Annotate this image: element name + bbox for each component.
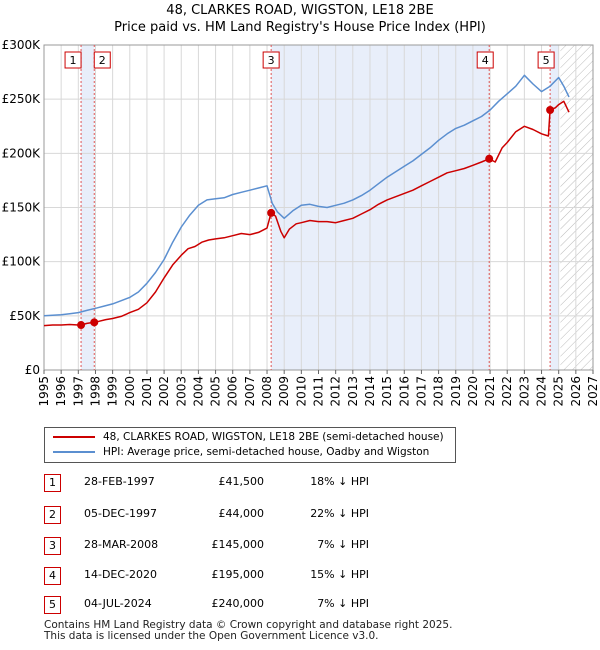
footer-attribution: Contains HM Land Registry data © Crown c… (44, 620, 452, 642)
sale-point (90, 318, 99, 327)
x-tick-label: 2017 (414, 376, 428, 407)
x-tick-label: 1995 (37, 376, 51, 407)
x-tick-label: 2008 (260, 376, 274, 407)
x-tick-label: 2011 (312, 376, 326, 407)
sale-number-badge: 3 (44, 537, 61, 555)
sale-number-badge: 4 (44, 567, 61, 585)
sale-point (485, 154, 494, 163)
x-tick-label: 1997 (71, 376, 85, 407)
y-tick-label: £100K (2, 255, 42, 269)
chart-legend: 48, CLARKES ROAD, WIGSTON, LE18 2BE (sem… (44, 427, 456, 463)
x-tick-label: 2023 (517, 376, 531, 407)
x-tick-label: 2009 (277, 376, 291, 407)
sale-label: 4 (482, 54, 489, 67)
chart-title-block: 48, CLARKES ROAD, WIGSTON, LE18 2BE Pric… (0, 2, 600, 36)
x-tick-label: 2014 (363, 376, 377, 407)
x-tick-label: 2022 (500, 376, 514, 407)
footer-line-2: This data is licensed under the Open Gov… (44, 630, 379, 642)
sale-row: 3 28-MAR-2008 £145,000 7% ↓ HPI (44, 537, 444, 555)
sale-number-badge: 2 (44, 506, 61, 524)
x-tick-label: 1996 (54, 376, 68, 407)
sale-price: £240,000 (211, 597, 265, 610)
sale-hpi-diff: 22% ↓ HPI (310, 507, 369, 520)
sale-row: 5 04-JUL-2024 £240,000 7% ↓ HPI (44, 596, 444, 614)
y-tick-label: £150K (2, 201, 42, 215)
x-tick-label: 2002 (157, 376, 171, 407)
sale-date: 04-JUL-2024 (84, 597, 152, 610)
x-tick-label: 1998 (88, 376, 102, 407)
legend-swatch-property (53, 436, 95, 438)
sale-row: 1 28-FEB-1997 £41,500 18% ↓ HPI (44, 474, 444, 492)
x-tick-label: 2004 (191, 376, 205, 407)
y-tick-label: £200K (2, 146, 42, 160)
x-tick-label: 2000 (123, 376, 137, 407)
x-tick-label: 2010 (294, 376, 308, 407)
sale-hpi-diff: 7% ↓ HPI (317, 538, 369, 551)
x-tick-label: 2019 (449, 376, 463, 407)
y-tick-label: £50K (9, 309, 41, 323)
sale-price: £41,500 (218, 475, 265, 488)
legend-item-hpi: HPI: Average price, semi-detached house,… (53, 445, 429, 460)
sale-hpi-diff: 15% ↓ HPI (310, 568, 369, 581)
sale-row: 2 05-DEC-1997 £44,000 22% ↓ HPI (44, 506, 444, 524)
x-tick-label: 2012 (329, 376, 343, 407)
x-tick-label: 2016 (397, 376, 411, 407)
sale-point (77, 321, 86, 330)
x-tick-label: 2003 (174, 376, 188, 407)
legend-label-property: 48, CLARKES ROAD, WIGSTON, LE18 2BE (sem… (103, 431, 444, 443)
x-tick-label: 2027 (586, 376, 600, 407)
y-tick-label: £250K (2, 92, 42, 106)
sale-label-box (93, 51, 111, 69)
sale-date: 14-DEC-2020 (84, 568, 158, 581)
x-tick-label: 2020 (466, 376, 480, 407)
sale-price: £195,000 (211, 568, 265, 581)
sale-price: £44,000 (218, 507, 265, 520)
hpi-line (43, 74, 570, 317)
sale-label-box (64, 51, 82, 69)
x-tick-label: 2013 (346, 376, 360, 407)
sale-number-badge: 1 (44, 474, 61, 492)
x-tick-label: 1999 (106, 376, 120, 407)
chart-title: 48, CLARKES ROAD, WIGSTON, LE18 2BE (166, 3, 434, 18)
property-price-line (43, 100, 570, 327)
sale-point (267, 208, 276, 217)
legend-label-hpi: HPI: Average price, semi-detached house,… (103, 446, 430, 458)
sale-label: 5 (543, 54, 550, 67)
sale-label: 2 (99, 54, 106, 67)
sale-label-box (537, 51, 555, 69)
x-tick-label: 2026 (569, 376, 583, 407)
sale-label-box (476, 51, 494, 69)
sale-point (546, 106, 555, 114)
sale-date: 28-MAR-2008 (84, 538, 159, 551)
x-tick-label: 2007 (243, 376, 257, 407)
x-tick-label: 2025 (552, 376, 566, 407)
sale-label: 1 (70, 54, 77, 67)
sale-row: 4 14-DEC-2020 £195,000 15% ↓ HPI (44, 567, 444, 585)
sale-number-badge: 5 (44, 596, 61, 614)
x-tick-label: 2005 (209, 376, 223, 407)
y-tick-label: £0 (25, 363, 40, 377)
x-tick-label: 2021 (483, 376, 497, 407)
x-tick-label: 2001 (140, 376, 154, 407)
sale-hpi-diff: 7% ↓ HPI (317, 597, 369, 610)
x-tick-label: 2018 (432, 376, 446, 407)
sale-hpi-diff: 18% ↓ HPI (310, 475, 369, 488)
y-tick-label: £300K (2, 38, 42, 52)
x-tick-label: 2015 (380, 376, 394, 407)
x-tick-label: 2006 (226, 376, 240, 407)
sale-date: 05-DEC-1997 (84, 507, 158, 520)
legend-swatch-hpi (53, 451, 95, 453)
chart-subtitle: Price paid vs. HM Land Registry's House … (114, 20, 486, 35)
sale-date: 28-FEB-1997 (84, 475, 155, 488)
legend-item-property: 48, CLARKES ROAD, WIGSTON, LE18 2BE (sem… (53, 430, 444, 445)
x-tick-label: 2024 (535, 376, 549, 407)
footer-line-1: Contains HM Land Registry data © Crown c… (44, 619, 453, 631)
sale-label: 3 (268, 54, 275, 67)
sale-label-box (262, 51, 280, 69)
sale-price: £145,000 (211, 538, 265, 551)
